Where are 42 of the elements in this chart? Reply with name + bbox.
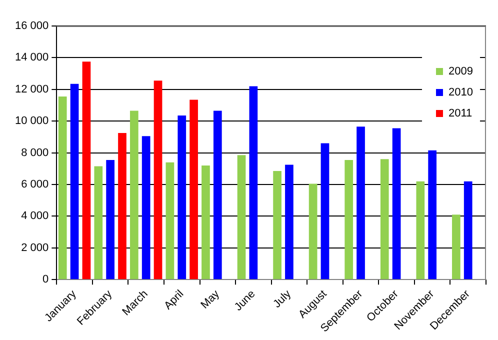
bar <box>356 126 365 280</box>
bar <box>178 116 186 280</box>
bar <box>58 96 67 280</box>
bar <box>320 143 330 280</box>
bar <box>82 62 91 280</box>
y-tick-label: 0 <box>42 274 49 286</box>
y-tick-label: 14 000 <box>14 52 49 64</box>
bar <box>273 171 282 280</box>
bar <box>237 155 246 280</box>
y-tick-label: 6 000 <box>21 178 49 191</box>
bar <box>106 160 114 280</box>
bar <box>285 164 294 280</box>
bar <box>202 165 210 280</box>
bar <box>308 184 318 280</box>
bar <box>452 214 460 280</box>
y-tick-label: 8 000 <box>21 146 49 159</box>
bar <box>142 136 150 280</box>
bar <box>130 110 138 280</box>
bar <box>428 150 437 280</box>
x-tick-label: July <box>271 288 294 310</box>
bar <box>213 110 222 280</box>
y-tick-label: 4 000 <box>21 210 49 222</box>
bar <box>464 181 472 280</box>
y-tick-label: 16 000 <box>14 20 49 32</box>
y-tick-label: 12 000 <box>14 83 49 96</box>
legend-label: 2010 <box>448 86 473 99</box>
bar <box>344 160 354 280</box>
bar <box>190 100 198 280</box>
bar <box>166 162 174 280</box>
legend-label: 2011 <box>448 108 472 120</box>
bar <box>392 128 401 280</box>
bar <box>249 86 258 280</box>
bar <box>118 132 126 280</box>
bar <box>70 84 79 280</box>
bar <box>94 166 103 280</box>
bar <box>154 80 162 280</box>
bar <box>380 159 389 280</box>
legend-label: 2009 <box>448 66 473 78</box>
bar <box>416 181 425 280</box>
x-tick-label: May <box>198 288 222 312</box>
y-tick-label: 2 000 <box>21 242 49 254</box>
y-tick-label: 10 000 <box>14 115 49 128</box>
